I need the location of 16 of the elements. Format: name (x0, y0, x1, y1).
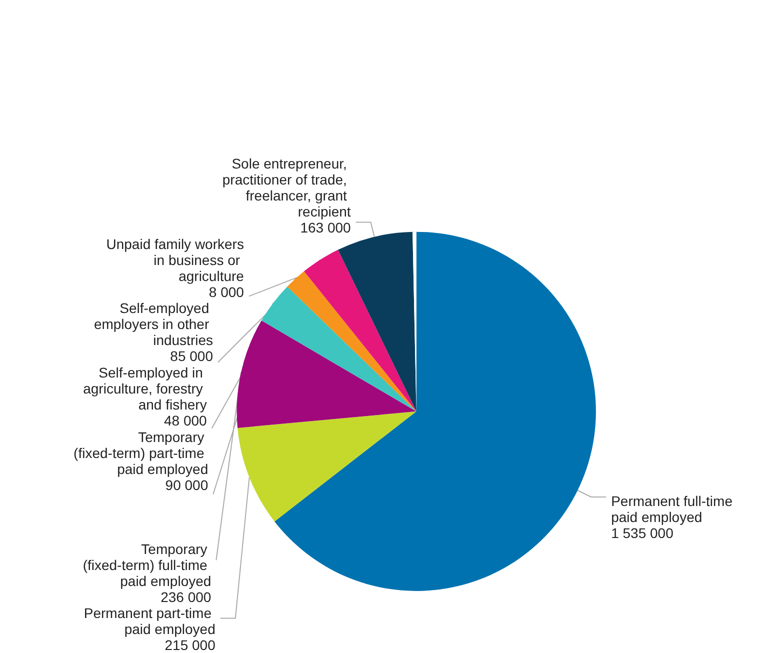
slice-label: Temporary (fixed-term) part-time paid employed (74, 429, 208, 477)
data-label: 90 000 (165, 477, 208, 493)
data-label: 8 000 (208, 284, 244, 300)
data-label: 236 000 (160, 589, 212, 605)
slice-label: Self-employed in agriculture, forestry and fishery (83, 364, 207, 413)
slice-label: Permanent part-time paid employed (84, 605, 216, 637)
data-label: 1 535 000 (611, 525, 674, 541)
slice-label: Temporary (fixed-term) full-time paid employed (82, 541, 212, 589)
data-label: 215 000 (164, 637, 216, 653)
slice-label: Permanent full-time paid employed (611, 493, 736, 525)
data-label: 48 000 (164, 412, 208, 429)
data-label: 85 000 (170, 348, 214, 364)
slice-label: Sole entrepreneur, practitioner of trade, freelancer, grant recipient (222, 155, 351, 220)
slice-label: Self-employed employers in other industries (94, 300, 214, 348)
data-label: 163 000 (300, 219, 352, 236)
slice-label: Unpaid family workers in business or agriculture (106, 236, 244, 284)
